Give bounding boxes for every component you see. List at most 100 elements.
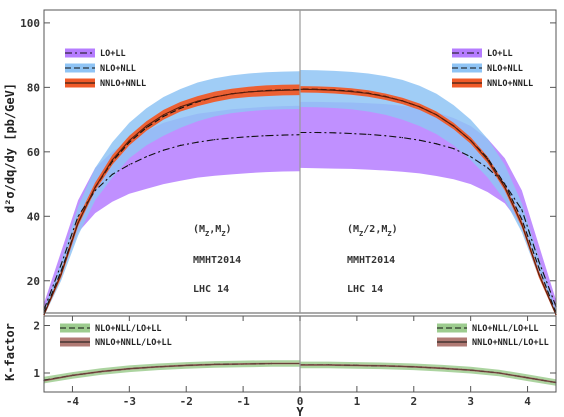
c1-p1-s1-point-1 xyxy=(527,377,529,379)
c0-p1-legend-label-0: LO+LL xyxy=(487,49,513,59)
c1-p0-s1-point-2 xyxy=(100,371,102,373)
c0-p1-band-1 xyxy=(300,70,556,317)
c1-p0-s1-point-3 xyxy=(128,368,130,370)
c0-p0-s2-point-7 xyxy=(162,114,165,116)
c1-p1-s1-point-5 xyxy=(413,366,415,368)
c1-p0-legend-label-1: NNLO+NNLL/LO+LL xyxy=(95,338,172,348)
c0-p0-line-0 xyxy=(43,134,301,310)
c0-p0-s1-point-8 xyxy=(179,107,182,109)
xtick-label-1: -3 xyxy=(123,395,136,408)
c0-p0-s0-point-12 xyxy=(248,136,250,138)
ytick-label-0-3: 80 xyxy=(27,81,40,94)
c0-p1-s2-point-13 xyxy=(333,89,335,91)
c0-p1-s0-point-13 xyxy=(333,132,335,134)
c0-p0-s1-point-7 xyxy=(162,115,165,117)
c0-p0-s2-point-13 xyxy=(265,90,267,92)
c0-p0-s0-point-7 xyxy=(162,149,165,151)
c0-p1-s2-point-6 xyxy=(453,125,455,127)
annotations: LO+LL NLO+NLL NNLO+NNLL (MZ,MZ) MMHT2014 LHC … xyxy=(60,48,549,348)
c1-p0-s1-point-5 xyxy=(185,364,187,366)
c0-p0-s2-point-5 xyxy=(128,139,130,142)
c0-p0-s0-point-6 xyxy=(145,156,147,158)
c0-p0-s0-point-1 xyxy=(60,264,62,266)
c0-p1-s0-point-12 xyxy=(350,132,352,135)
xtick-label-5: 1 xyxy=(354,395,361,408)
c0-p1-s2-point-8 xyxy=(418,106,421,108)
c0-p0-s2-point-3 xyxy=(94,186,96,188)
k-factor-axis-label: K-factor xyxy=(3,323,17,381)
c0-p1-s2-point-1 xyxy=(538,273,540,275)
c1-p1-s1-point-7 xyxy=(356,364,358,366)
c0-p0-s2-point-10 xyxy=(214,96,216,98)
x-axis-label: Y xyxy=(296,405,304,417)
c0-p0-s0-point-9 xyxy=(197,141,199,143)
xtick-label-7: 3 xyxy=(467,395,474,408)
xtick-label-2: -2 xyxy=(180,395,193,408)
ytick-label-0-1: 40 xyxy=(27,210,40,223)
c0-p1-s0-point-4 xyxy=(487,167,489,169)
c0-p1-legend-label-1: NLO+NLL xyxy=(487,64,523,74)
c0-p1-s1-point-2 xyxy=(521,218,523,221)
y-axis-label: d²σ/dq/dy [pb/GeV] xyxy=(3,83,17,213)
c1-p1-s1-point-4 xyxy=(441,367,443,369)
c0-p1-s2-point-3 xyxy=(504,186,506,188)
c0-p1-s2-point-10 xyxy=(384,96,386,98)
c0-p1-s2-point-7 xyxy=(435,114,438,116)
ytick-label-1-1: 2 xyxy=(33,320,40,333)
c0-p1-scale-label: (MZ/2,MZ) xyxy=(347,224,398,238)
xtick-label-0: -4 xyxy=(66,395,80,408)
c0-p0-legend-label-1: NLO+NLL xyxy=(100,64,136,74)
c0-p1-s0-point-5 xyxy=(470,156,472,158)
c0-p1-s0-point-9 xyxy=(401,137,403,139)
c1-p0-legend-label-0: NLO+NLL/LO+LL xyxy=(95,324,162,334)
c0-p0-s0-point-13 xyxy=(265,135,267,137)
c0-p1-s2-point-0 xyxy=(555,314,557,316)
c1-p0-line-1 xyxy=(43,362,300,382)
c1-p0-s1-point-8 xyxy=(271,362,273,365)
c1-p0-s1-point-6 xyxy=(214,363,216,365)
c0-p1-sublabel-1: LHC 14 xyxy=(347,284,383,295)
c0-p1-s0-point-1 xyxy=(538,260,540,262)
c0-p0-s0-point-2 xyxy=(77,215,79,217)
c0-p1-s0-point-6 xyxy=(453,148,455,150)
c0-p1-s0-point-8 xyxy=(418,139,421,141)
c0-p0-s0-point-5 xyxy=(128,164,130,166)
c1-p1-s1-point-3 xyxy=(470,369,472,371)
c0-p1-s0-point-7 xyxy=(435,143,438,145)
xtick-label-6: 2 xyxy=(410,395,417,408)
c0-p1-s2-point-2 xyxy=(521,223,523,225)
central-lines xyxy=(43,88,557,384)
ytick-label-0-2: 60 xyxy=(27,146,40,159)
c0-p0-line-2 xyxy=(43,89,301,315)
c1-p1-band-0 xyxy=(300,361,556,386)
c0-p0-s0-point-10 xyxy=(214,139,216,141)
c0-p1-s1-point-4 xyxy=(487,157,489,159)
xtick-label-4: 0 xyxy=(297,395,304,408)
c1-p1-legend-label-1: NNLO+NNLL/LO+LL xyxy=(472,338,549,348)
c0-p1-s2-point-11 xyxy=(367,92,369,95)
c0-p0-s0-point-8 xyxy=(179,144,182,146)
c0-p0-s2-point-12 xyxy=(248,91,250,93)
c1-p1-line-1 xyxy=(300,364,557,384)
c0-p1-s1-point-3 xyxy=(504,183,506,185)
c0-p0-s1-point-6 xyxy=(145,127,147,129)
c0-p0-sublabel-0: MMHT2014 xyxy=(193,255,241,266)
c0-p0-s2-point-11 xyxy=(231,93,233,95)
c0-p0-legend-label-0: LO+LL xyxy=(100,49,126,59)
xtick-label-8: 4 xyxy=(524,395,531,408)
c0-p0-legend-label-2: NNLO+NNLL xyxy=(100,79,146,89)
c0-p1-s2-point-9 xyxy=(401,100,403,102)
c0-p0-s1-point-1 xyxy=(60,270,62,272)
c0-p1-s0-point-2 xyxy=(521,209,523,211)
c0-p1-s2-point-5 xyxy=(470,139,472,142)
c1-p1-legend-label-0: NLO+NLL/LO+LL xyxy=(472,324,539,334)
c1-p1-s1-point-2 xyxy=(498,372,500,374)
c0-p0-scale-label: (MZ,MZ) xyxy=(193,224,232,238)
c0-p1-line-2 xyxy=(299,88,557,315)
c0-p1-s2-point-14 xyxy=(316,89,318,91)
xtick-label-3: -1 xyxy=(236,395,250,408)
c0-p0-s2-point-6 xyxy=(145,125,147,127)
c1-p1-s1-point-8 xyxy=(327,364,329,366)
c0-p1-s0-point-11 xyxy=(367,133,369,135)
